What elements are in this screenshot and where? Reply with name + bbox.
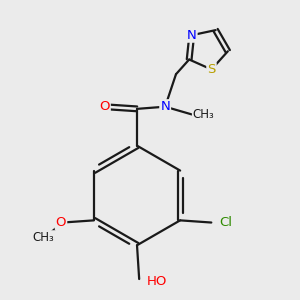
Text: O: O [56,216,66,229]
Text: CH₃: CH₃ [193,108,214,121]
Text: Cl: Cl [219,216,232,229]
Text: O: O [99,100,110,113]
Text: CH₃: CH₃ [33,231,55,244]
Text: S: S [207,63,216,76]
Text: N: N [187,29,196,42]
Text: HO: HO [147,275,167,288]
Text: N: N [160,100,170,113]
